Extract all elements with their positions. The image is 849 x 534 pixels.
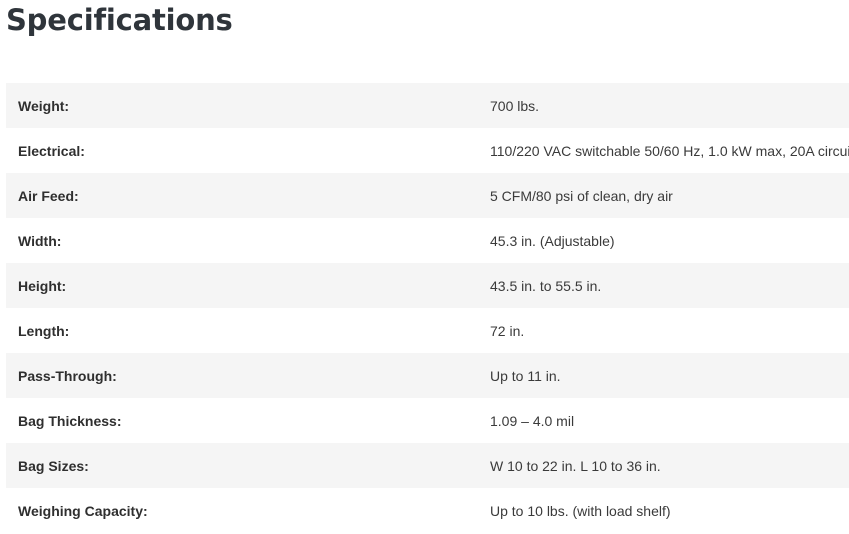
spec-label: Weight: [18, 97, 70, 114]
spec-label: Bag Sizes: [18, 457, 89, 474]
spec-label: Length: [18, 322, 70, 339]
spec-value: 72 in. [490, 322, 525, 339]
spec-value: 700 lbs. [490, 97, 540, 114]
spec-row-pass-through: Pass-Through: Up to 11 in. [6, 353, 849, 398]
spec-value: 110/220 VAC switchable 50/60 Hz, 1.0 kW … [490, 142, 849, 159]
spec-value: 5 CFM/80 psi of clean, dry air [490, 187, 673, 204]
spec-row-height: Height: 43.5 in. to 55.5 in. [6, 263, 849, 308]
spec-label: Height: [18, 277, 67, 294]
spec-value: 1.09 – 4.0 mil [490, 412, 575, 429]
spec-value: Up to 11 in. [490, 367, 561, 384]
spec-row-weighing-capacity: Weighing Capacity: Up to 10 lbs. (with l… [6, 488, 849, 533]
spec-label: Weighing Capacity: [18, 502, 148, 519]
spec-row-length: Length: 72 in. [6, 308, 849, 353]
spec-label: Electrical: [18, 142, 85, 159]
spec-row-electrical: Electrical: 110/220 VAC switchable 50/60… [6, 128, 849, 173]
spec-label: Air Feed: [18, 187, 79, 204]
spec-label: Pass-Through: [18, 367, 117, 384]
spec-value: W 10 to 22 in. L 10 to 36 in. [490, 457, 661, 474]
spec-row-bag-thickness: Bag Thickness: 1.09 – 4.0 mil [6, 398, 849, 443]
spec-value: 45.3 in. (Adjustable) [490, 232, 615, 249]
specifications-table: Weight: 700 lbs. Electrical: 110/220 VAC… [6, 83, 849, 533]
spec-label: Width: [18, 232, 62, 249]
spec-value: Up to 10 lbs. (with load shelf) [490, 502, 671, 519]
spec-row-weight: Weight: 700 lbs. [6, 83, 849, 128]
spec-label: Bag Thickness: [18, 412, 122, 429]
spec-row-width: Width: 45.3 in. (Adjustable) [6, 218, 849, 263]
spec-value: 43.5 in. to 55.5 in. [490, 277, 602, 294]
page-title: Specifications [6, 3, 233, 37]
spec-row-bag-sizes: Bag Sizes: W 10 to 22 in. L 10 to 36 in. [6, 443, 849, 488]
spec-row-air-feed: Air Feed: 5 CFM/80 psi of clean, dry air [6, 173, 849, 218]
